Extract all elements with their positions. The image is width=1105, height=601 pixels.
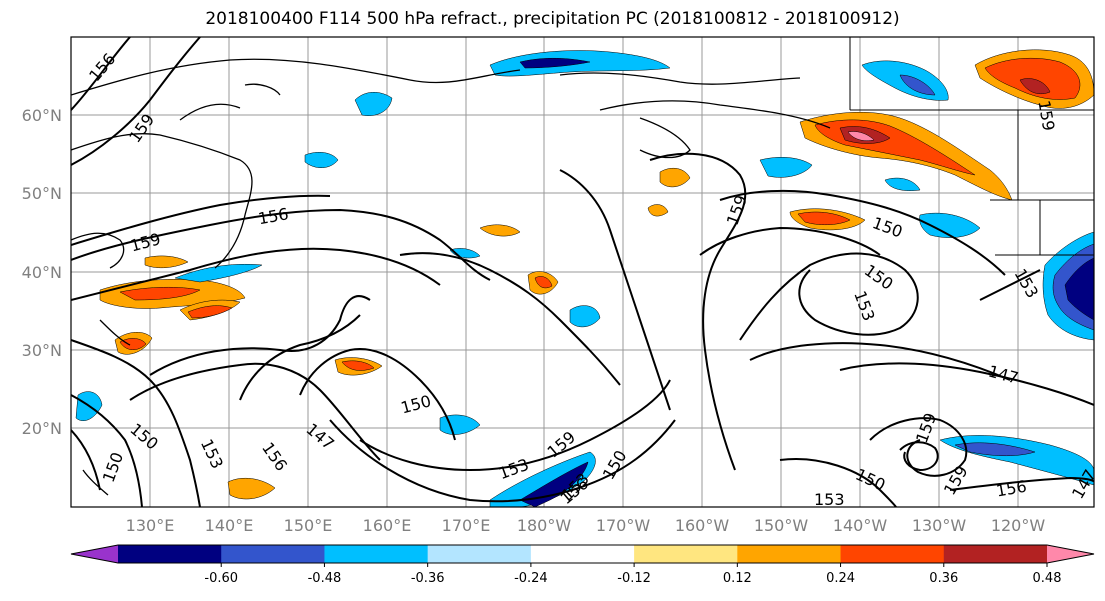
colorbar-segment — [943, 545, 1048, 563]
lat-label: 40°N — [22, 263, 62, 282]
coastlines — [71, 58, 831, 496]
lon-label: 140°E — [205, 516, 254, 535]
colorbar: -0.60 -0.48 -0.36 -0.24 -0.12 0.12 0.24 0.36 0.4… — [70, 544, 1095, 586]
colorbar-tick-label: -0.48 — [308, 571, 342, 586]
lon-label: 170°W — [596, 516, 651, 535]
colorbar-segment — [118, 545, 222, 563]
colorbar-segment — [324, 545, 429, 563]
colorbar-tick-label: 0.12 — [723, 571, 752, 586]
colorbar-tick-label: -0.36 — [411, 571, 445, 586]
contour-label: 153 — [814, 490, 845, 509]
colorbar-segment — [737, 545, 842, 563]
map-title: 2018100400 F114 500 hPa refract., precip… — [205, 9, 900, 29]
precipitation-shading — [75, 49, 1094, 507]
lon-label: 160°W — [675, 516, 730, 535]
lon-label: 120°W — [991, 516, 1046, 535]
lat-label: 60°N — [22, 106, 62, 125]
lon-label: 160°E — [363, 516, 412, 535]
colorbar-tick-label: 0.36 — [929, 571, 958, 586]
lon-label: 140°W — [833, 516, 888, 535]
lat-label: 30°N — [22, 341, 62, 360]
lon-label: 180°W — [517, 516, 572, 535]
colorbar-segment — [221, 545, 325, 563]
colorbar-extend-low — [71, 545, 118, 563]
colorbar-tick-label: -0.12 — [617, 571, 651, 586]
colorbar-extend-high — [1047, 545, 1094, 563]
political-borders — [849, 37, 1094, 256]
colorbar-segment — [634, 545, 738, 563]
lon-label: 130°E — [126, 516, 175, 535]
longitude-labels: 130°E 140°E 150°E 160°E 170°E 180°W 170°… — [126, 516, 1046, 535]
geopotential-contours — [71, 37, 1094, 507]
lat-label: 20°N — [22, 419, 62, 438]
lat-label: 50°N — [22, 184, 62, 203]
colorbar-segment — [427, 545, 532, 563]
colorbar-tick-label: 0.48 — [1033, 571, 1062, 586]
lon-label: 130°W — [912, 516, 967, 535]
lon-label: 170°E — [442, 516, 491, 535]
colorbar-tick-label: -0.60 — [204, 571, 238, 586]
colorbar-tick-label: 0.24 — [826, 571, 855, 586]
colorbar-segment — [530, 545, 635, 563]
latitude-labels: 60°N 50°N 40°N 30°N 20°N — [22, 106, 62, 438]
lon-label: 150°W — [754, 516, 809, 535]
lon-label: 150°E — [284, 516, 333, 535]
map-frame — [70, 36, 1095, 508]
colorbar-tick-label: -0.24 — [514, 571, 548, 586]
colorbar-outline — [70, 544, 1095, 564]
colorbar-segment — [840, 545, 945, 563]
